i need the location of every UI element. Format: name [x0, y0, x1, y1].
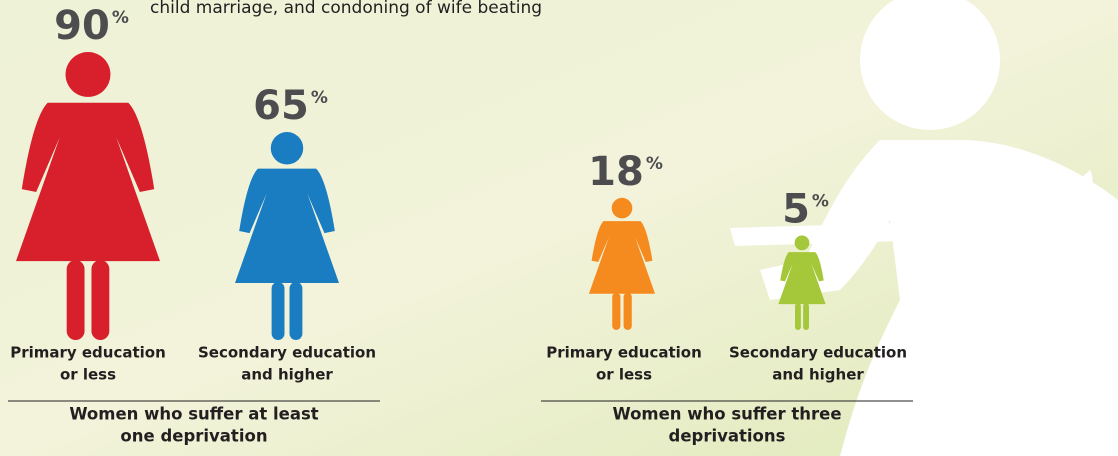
figure-leg: [67, 260, 85, 340]
figure-leg: [289, 282, 302, 340]
value-unit: %: [112, 8, 129, 28]
value-label: 90: [54, 3, 110, 49]
group-title: Women who suffer three: [612, 405, 841, 424]
group-title: Women who suffer at least: [69, 405, 318, 424]
value-label: 65: [253, 83, 309, 129]
category-label: and higher: [241, 366, 333, 384]
page: {"subtitle": "child marriage, and condon…: [0, 0, 1118, 456]
figure-leg: [91, 260, 109, 340]
figure-head: [795, 236, 810, 251]
value-unit: %: [646, 154, 663, 174]
figure-dress: [589, 221, 655, 294]
value-unit: %: [311, 88, 328, 108]
group-title: one deprivation: [120, 427, 267, 446]
category-label: Primary education: [10, 344, 166, 362]
figure-head: [66, 52, 111, 97]
figure-leg: [803, 303, 809, 330]
figure-dress: [235, 169, 339, 283]
figure-dress: [16, 103, 160, 261]
figure-head: [271, 132, 303, 164]
figure-leg: [612, 293, 620, 330]
category-label: or less: [596, 366, 652, 384]
category-label: and higher: [772, 366, 864, 384]
value-label: 18: [588, 149, 644, 195]
group-title: deprivations: [669, 427, 786, 446]
category-label: Secondary education: [198, 344, 376, 362]
figure-dress: [778, 252, 825, 304]
subtitle: child marriage, and condoning of wife be…: [150, 0, 542, 18]
value-label: 5: [782, 187, 810, 233]
category-label: Secondary education: [729, 344, 907, 362]
figure-leg: [272, 282, 285, 340]
infographic: child marriage, and condoning of wife be…: [0, 0, 1118, 456]
figure-leg: [624, 293, 632, 330]
figure-head: [612, 198, 633, 219]
category-label: or less: [60, 366, 116, 384]
category-label: Primary education: [546, 344, 702, 362]
value-unit: %: [812, 192, 829, 212]
figure-leg: [795, 303, 801, 330]
